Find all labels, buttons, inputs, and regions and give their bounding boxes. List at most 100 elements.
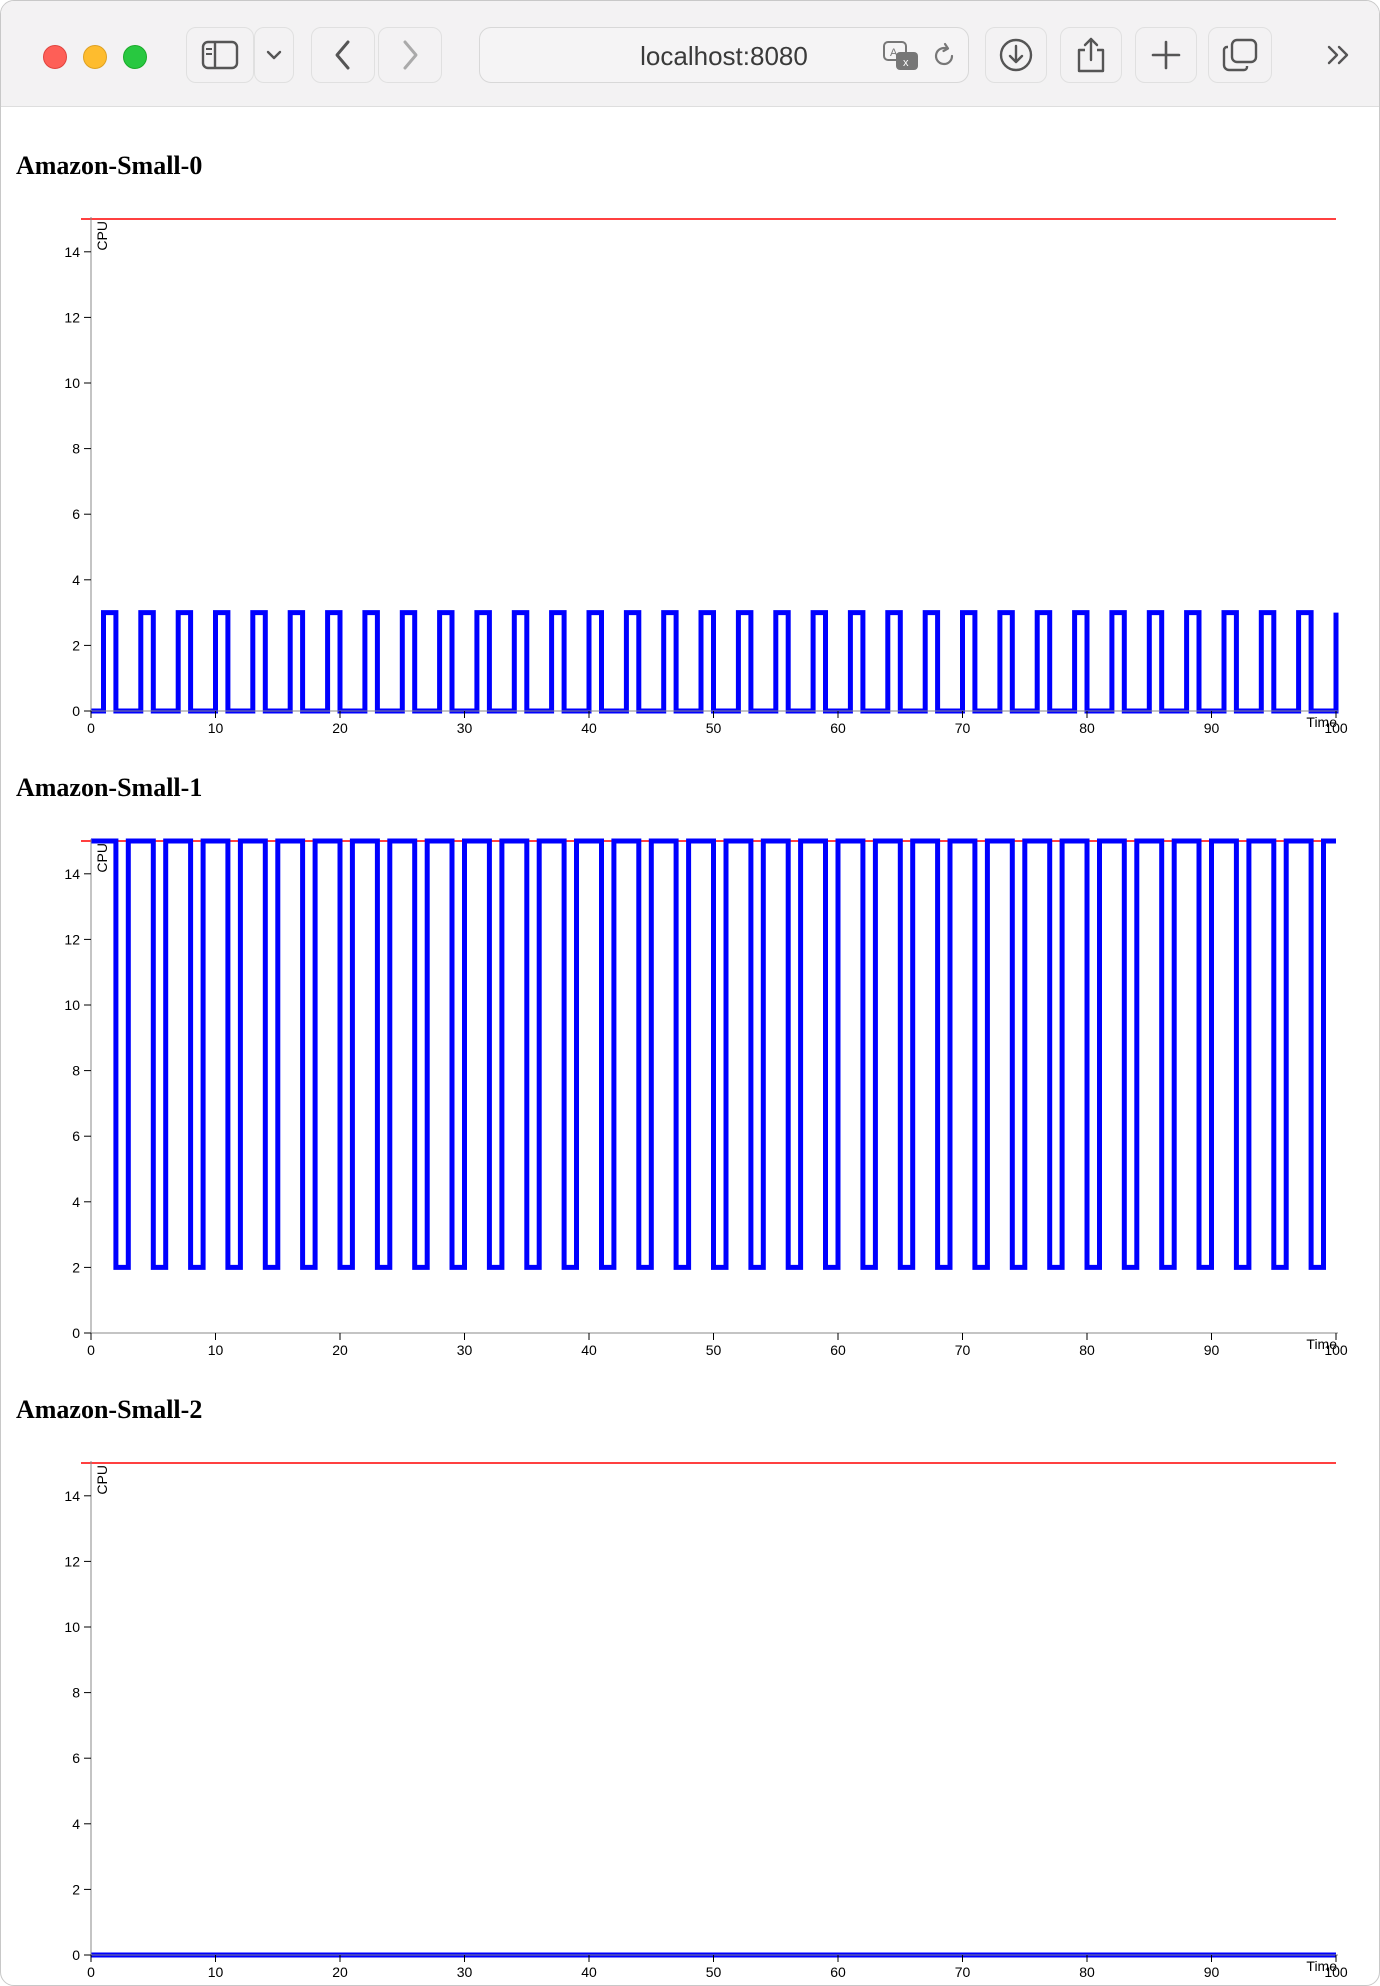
y-axis-label: CPU bbox=[94, 221, 110, 251]
chart-title: Amazon-Small-1 bbox=[16, 773, 203, 802]
y-tick-label: 4 bbox=[72, 572, 80, 588]
x-axis-label: Time bbox=[1306, 714, 1337, 730]
new-tab-button[interactable] bbox=[1135, 27, 1197, 83]
y-tick-label: 10 bbox=[64, 1619, 80, 1635]
y-tick-label: 12 bbox=[64, 931, 80, 947]
x-tick-label: 30 bbox=[457, 1964, 473, 1980]
y-tick-label: 2 bbox=[72, 1881, 80, 1897]
y-tick-label: 6 bbox=[72, 1128, 80, 1144]
browser-toolbar: localhost:8080 A x bbox=[1, 1, 1379, 107]
y-tick-label: 4 bbox=[72, 1816, 80, 1832]
x-tick-label: 20 bbox=[332, 720, 348, 736]
sidebar-toggle-button[interactable] bbox=[186, 27, 254, 83]
svg-text:x: x bbox=[903, 57, 909, 69]
share-icon bbox=[1077, 37, 1105, 73]
x-tick-label: 30 bbox=[457, 1342, 473, 1358]
x-tick-label: 90 bbox=[1204, 1964, 1220, 1980]
y-tick-label: 6 bbox=[72, 506, 80, 522]
x-tick-label: 90 bbox=[1204, 1342, 1220, 1358]
x-tick-label: 40 bbox=[581, 1964, 597, 1980]
download-icon bbox=[999, 38, 1033, 72]
reload-icon[interactable] bbox=[930, 42, 958, 70]
x-tick-label: 80 bbox=[1079, 1964, 1095, 1980]
share-button[interactable] bbox=[1060, 27, 1122, 83]
forward-icon bbox=[403, 40, 418, 70]
y-tick-label: 0 bbox=[72, 703, 80, 719]
y-tick-label: 8 bbox=[72, 441, 80, 457]
y-tick-label: 0 bbox=[72, 1325, 80, 1341]
y-tick-label: 12 bbox=[64, 1553, 80, 1569]
x-tick-label: 20 bbox=[332, 1964, 348, 1980]
y-axis-label: CPU bbox=[94, 843, 110, 873]
more-toolbar-items-button[interactable] bbox=[1319, 27, 1359, 83]
minimize-window-button[interactable] bbox=[83, 45, 107, 69]
downloads-button[interactable] bbox=[985, 27, 1047, 83]
y-tick-label: 10 bbox=[64, 375, 80, 391]
y-tick-label: 2 bbox=[72, 637, 80, 653]
tabs-overview-icon bbox=[1222, 38, 1258, 72]
y-tick-label: 14 bbox=[64, 866, 80, 882]
x-tick-label: 80 bbox=[1079, 1342, 1095, 1358]
x-tick-label: 50 bbox=[706, 1342, 722, 1358]
tab-overview-button[interactable] bbox=[1208, 27, 1272, 83]
translate-icon[interactable]: A x bbox=[882, 40, 922, 72]
x-tick-label: 70 bbox=[955, 1964, 971, 1980]
sidebar-icon bbox=[201, 40, 239, 70]
x-tick-label: 100 bbox=[1324, 720, 1348, 736]
y-tick-label: 6 bbox=[72, 1750, 80, 1766]
url-text[interactable]: localhost:8080 bbox=[640, 41, 808, 71]
x-tick-label: 20 bbox=[332, 1342, 348, 1358]
y-tick-label: 14 bbox=[64, 1488, 80, 1504]
y-tick-label: 14 bbox=[64, 244, 80, 260]
y-tick-label: 8 bbox=[72, 1685, 80, 1701]
chevron-down-icon bbox=[266, 50, 282, 60]
back-button[interactable] bbox=[311, 27, 375, 83]
x-tick-label: 90 bbox=[1204, 720, 1220, 736]
x-tick-label: 100 bbox=[1324, 1342, 1348, 1358]
x-tick-label: 30 bbox=[457, 720, 473, 736]
y-tick-label: 0 bbox=[72, 1947, 80, 1963]
x-tick-label: 40 bbox=[581, 720, 597, 736]
chart-title: Amazon-Small-2 bbox=[16, 1395, 203, 1424]
cpu-series-line bbox=[91, 838, 1336, 1270]
maximize-window-button[interactable] bbox=[123, 45, 147, 69]
x-tick-label: 50 bbox=[706, 1964, 722, 1980]
y-tick-label: 12 bbox=[64, 309, 80, 325]
x-tick-label: 60 bbox=[830, 1964, 846, 1980]
x-tick-label: 80 bbox=[1079, 720, 1095, 736]
back-icon bbox=[335, 40, 350, 70]
x-tick-label: 70 bbox=[955, 1342, 971, 1358]
more-icon bbox=[1327, 45, 1349, 65]
x-tick-label: 40 bbox=[581, 1342, 597, 1358]
y-tick-label: 2 bbox=[72, 1259, 80, 1275]
x-tick-label: 60 bbox=[830, 720, 846, 736]
close-window-button[interactable] bbox=[43, 45, 67, 69]
new-tab-icon bbox=[1151, 40, 1181, 70]
x-tick-label: 10 bbox=[208, 1964, 224, 1980]
y-tick-label: 10 bbox=[64, 997, 80, 1013]
chart-title: Amazon-Small-0 bbox=[16, 151, 203, 180]
x-tick-label: 100 bbox=[1324, 1964, 1348, 1980]
x-tick-label: 70 bbox=[955, 720, 971, 736]
tab-group-dropdown-button[interactable] bbox=[254, 27, 294, 83]
y-tick-label: 4 bbox=[72, 1194, 80, 1210]
x-tick-label: 0 bbox=[87, 1342, 95, 1358]
x-axis-label: Time bbox=[1306, 1336, 1337, 1352]
x-tick-label: 0 bbox=[87, 720, 95, 736]
x-tick-label: 10 bbox=[208, 1342, 224, 1358]
x-axis-label: Time bbox=[1306, 1958, 1337, 1974]
y-axis-label: CPU bbox=[94, 1465, 110, 1495]
y-tick-label: 8 bbox=[72, 1063, 80, 1079]
x-tick-label: 10 bbox=[208, 720, 224, 736]
x-tick-label: 50 bbox=[706, 720, 722, 736]
x-tick-label: 60 bbox=[830, 1342, 846, 1358]
svg-text:A: A bbox=[890, 47, 898, 59]
cpu-series-line bbox=[91, 610, 1339, 714]
forward-button[interactable] bbox=[378, 27, 442, 83]
x-tick-label: 0 bbox=[87, 1964, 95, 1980]
address-bar[interactable]: localhost:8080 A x bbox=[479, 27, 969, 83]
